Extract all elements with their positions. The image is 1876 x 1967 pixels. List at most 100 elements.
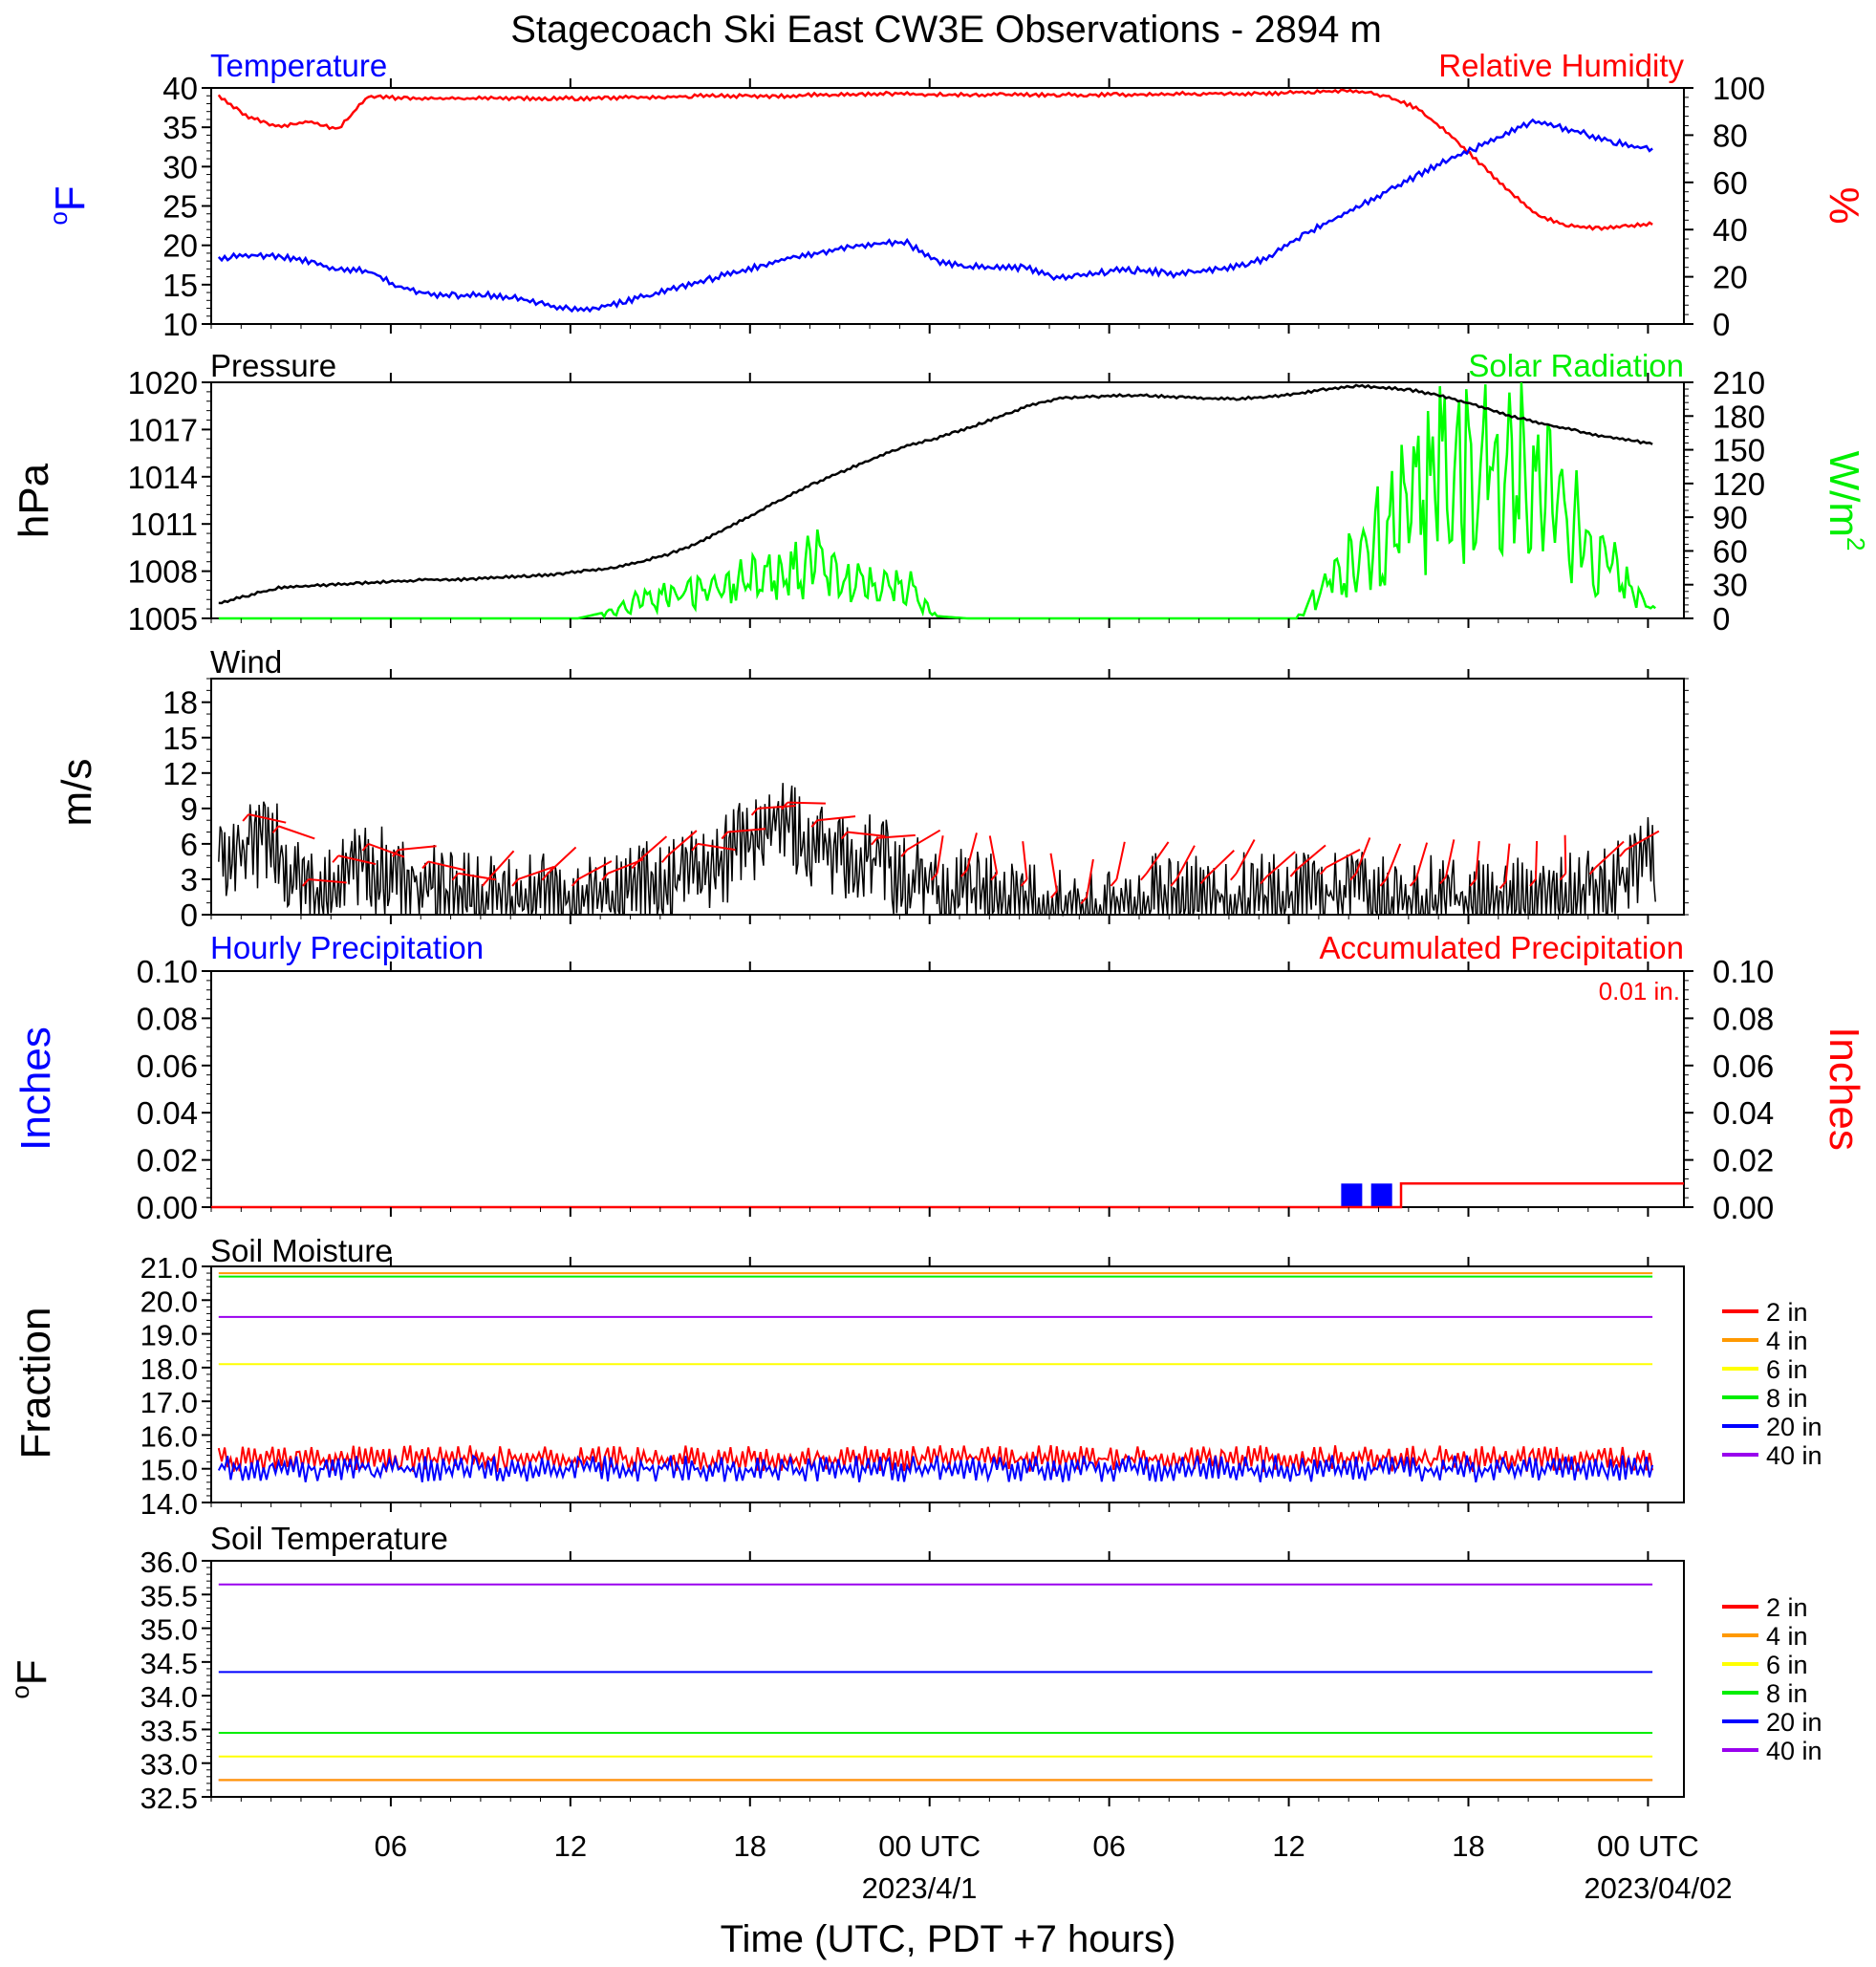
soil-line-2-in bbox=[217, 1444, 1654, 1473]
wind-barb bbox=[577, 860, 613, 880]
tick-label: 180 bbox=[1713, 399, 1765, 434]
wind-barb-flag bbox=[1140, 873, 1148, 881]
tick-label: 1017 bbox=[128, 412, 198, 447]
soil-temperature-unit: oF bbox=[6, 1659, 55, 1698]
wind-title: Wind bbox=[210, 644, 282, 680]
tick-label: 0.08 bbox=[1713, 1001, 1774, 1036]
x-tick-label: 00 UTC bbox=[1597, 1829, 1699, 1863]
legend-label: 40 in bbox=[1766, 1441, 1822, 1470]
wind-barb bbox=[1115, 841, 1126, 880]
wind-barb bbox=[398, 845, 437, 852]
wind-barb-flag bbox=[1379, 878, 1388, 887]
hourly-precip-unit: Inches bbox=[12, 1027, 59, 1151]
tick-label: 15.0 bbox=[140, 1454, 198, 1487]
wind-barb bbox=[1504, 843, 1511, 882]
wind-barb-flag bbox=[900, 849, 908, 857]
hourly-precip-bars bbox=[1341, 1183, 1392, 1207]
tick-label: 1005 bbox=[128, 601, 198, 637]
x-axis-ticks: 06 12 18 00 UTC 06 12 18 00 UTC bbox=[210, 78, 1699, 1863]
legend-label: 6 in bbox=[1766, 1651, 1808, 1679]
wind-barb-flag bbox=[1559, 873, 1567, 881]
tick-label: 0 bbox=[1713, 601, 1730, 637]
wind-barb-flag bbox=[1289, 869, 1298, 877]
pressure-axis-ticks: 1020 1017 1014 1011 1008 1005 bbox=[128, 365, 211, 637]
wind-barb bbox=[906, 829, 941, 851]
tick-label: 10 bbox=[162, 307, 198, 342]
wind-barb bbox=[1086, 858, 1094, 897]
wind-barb bbox=[368, 842, 405, 858]
wind-barb bbox=[427, 860, 466, 872]
tick-label: 20 bbox=[162, 228, 198, 264]
tick-label: 120 bbox=[1713, 466, 1765, 502]
tick-label: 0.02 bbox=[137, 1143, 198, 1178]
soil-moisture-lines bbox=[217, 1272, 1654, 1483]
wind-barb-flag bbox=[481, 878, 489, 887]
tick-label: 16.0 bbox=[140, 1419, 198, 1453]
wind-barb-flag bbox=[960, 869, 968, 877]
pressure-unit: hPa bbox=[11, 463, 57, 538]
wind-barb-flag bbox=[302, 878, 310, 887]
tick-label: 0 bbox=[181, 897, 198, 933]
wind-barb bbox=[486, 850, 515, 880]
humidity-axis-ticks: 100 80 60 40 20 0 bbox=[1684, 71, 1765, 342]
wind-barb-flag bbox=[601, 873, 609, 881]
wind-barb-flag bbox=[660, 854, 669, 863]
tick-label: 17.0 bbox=[140, 1386, 198, 1419]
wind-barb bbox=[876, 833, 916, 839]
wind-barb-flag bbox=[421, 860, 429, 870]
x-tick-label: 12 bbox=[554, 1829, 587, 1863]
tick-label: 35.5 bbox=[140, 1579, 198, 1612]
soil-line-20-in bbox=[217, 1454, 1654, 1483]
legend-label: 8 in bbox=[1766, 1679, 1808, 1708]
legend-label: 2 in bbox=[1766, 1593, 1808, 1622]
wind-barb bbox=[1295, 844, 1326, 871]
tick-label: 20.0 bbox=[140, 1285, 198, 1318]
wind-barb bbox=[1475, 841, 1480, 880]
wind-barb bbox=[636, 835, 668, 863]
wind-barb bbox=[847, 831, 886, 837]
x-tick-label: 06 bbox=[375, 1829, 407, 1863]
wind-barb-flag bbox=[332, 854, 339, 863]
legend-label: 20 in bbox=[1766, 1413, 1822, 1441]
wind-barb-flag bbox=[1439, 875, 1447, 885]
tick-label: 32.5 bbox=[140, 1782, 198, 1815]
wind-barb-flag bbox=[1080, 896, 1088, 905]
accumulated-precip-title: Accumulated Precipitation bbox=[1319, 930, 1684, 965]
tick-label: 150 bbox=[1713, 433, 1765, 468]
tick-label: 0.06 bbox=[1713, 1048, 1774, 1084]
wind-barb-flag bbox=[810, 819, 819, 828]
x-axis-label: Time (UTC, PDT +7 hours) bbox=[721, 1918, 1176, 1960]
tick-label: 25 bbox=[162, 189, 198, 225]
wind-barb-flag bbox=[541, 873, 550, 881]
x-tick-label: 18 bbox=[734, 1829, 766, 1863]
wind-barb-flag bbox=[871, 837, 878, 846]
wind-barb bbox=[1205, 850, 1235, 878]
unit-letter: F bbox=[47, 185, 94, 211]
wind-barb bbox=[308, 877, 347, 884]
wind-barb-flag bbox=[451, 873, 460, 881]
wind-barb-flag bbox=[391, 849, 399, 857]
wind-unit: m/s bbox=[54, 759, 100, 827]
tick-label: 0.10 bbox=[137, 954, 198, 989]
wind-barb-flag bbox=[1110, 878, 1118, 887]
wind-barb bbox=[517, 865, 555, 880]
wind-barb-flag bbox=[1529, 878, 1537, 887]
wind-barb-flag bbox=[1499, 880, 1507, 890]
wind-barb bbox=[697, 842, 736, 852]
temperature-plot-frame bbox=[210, 87, 1685, 325]
tick-label: 80 bbox=[1713, 118, 1748, 153]
soil-moisture-plot-frame bbox=[210, 1265, 1685, 1503]
wind-barb-flag bbox=[1409, 878, 1417, 887]
wind-barb-flag bbox=[511, 878, 519, 887]
pressure-plot-frame bbox=[210, 381, 1685, 619]
x-tick-label: 00 UTC bbox=[878, 1829, 981, 1863]
wind-barb bbox=[936, 835, 944, 874]
panel-soil-moisture: Soil Moisture Fraction 21.020.019.018.01… bbox=[12, 1233, 1822, 1521]
accumulated-precip-axis-ticks: 0.10 0.08 0.06 0.04 0.02 0.00 bbox=[1684, 954, 1774, 1225]
tick-label: 0.00 bbox=[1713, 1190, 1774, 1225]
wind-barb-flag bbox=[631, 860, 639, 870]
tick-label: 0 bbox=[1713, 307, 1730, 342]
x-tick-label: 06 bbox=[1092, 1829, 1125, 1863]
tick-label: 9 bbox=[181, 791, 198, 827]
